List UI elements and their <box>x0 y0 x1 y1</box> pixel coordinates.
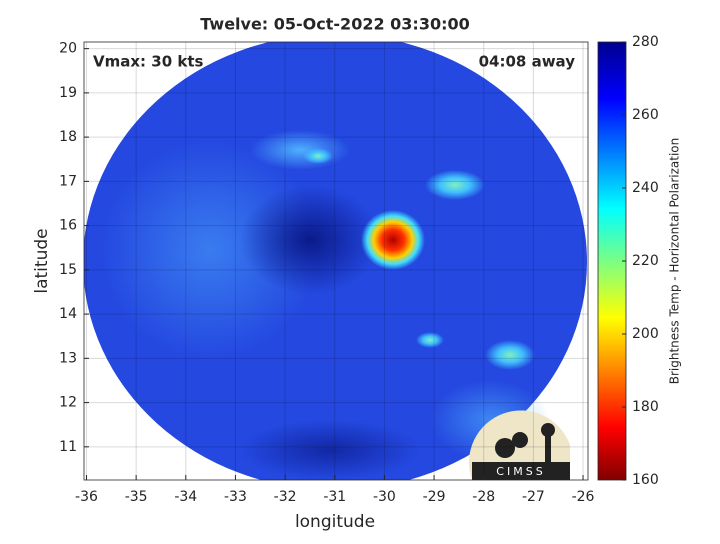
x-tick-label: -30 <box>373 489 396 505</box>
y-tick-label: 15 <box>59 262 77 278</box>
y-tick-label: 18 <box>59 129 77 145</box>
y-tick-label: 19 <box>59 85 77 101</box>
x-tick-label: -32 <box>274 489 297 505</box>
colorbar-tick-label: 200 <box>632 326 659 342</box>
y-tick-label: 14 <box>59 306 77 322</box>
colorbar <box>597 41 627 481</box>
x-tick-label: -34 <box>174 489 197 505</box>
colorbar-label: Brightness Temp - Horizontal Polarizatio… <box>668 138 682 385</box>
x-tick-label: -36 <box>75 489 98 505</box>
x-tick-label: -33 <box>224 489 247 505</box>
y-axis-label: latitude <box>32 228 52 293</box>
y-tick-label: 12 <box>59 395 77 411</box>
y-tick-label: 20 <box>59 41 77 57</box>
logo-text: CIMSS <box>496 465 545 478</box>
y-tick-label: 17 <box>59 173 77 189</box>
colorbar-tick-label: 180 <box>632 399 659 415</box>
x-tick-label: -31 <box>323 489 346 505</box>
x-tick-label: -29 <box>423 489 446 505</box>
annotation: Vmax: 30 kts <box>93 53 203 71</box>
x-tick-label: -35 <box>125 489 148 505</box>
y-tick-label: 13 <box>59 350 77 366</box>
colorbar-tick-label: 260 <box>632 107 659 123</box>
logo: CIMSS <box>468 410 570 480</box>
swath-image <box>84 42 587 480</box>
x-tick-label: -27 <box>522 489 545 505</box>
chart-title: Twelve: 05-Oct-2022 03:30:00 <box>200 15 470 34</box>
annotation: 04:08 away <box>479 53 576 71</box>
plot-frame <box>83 41 589 481</box>
colorbar-tick-label: 220 <box>632 253 659 269</box>
y-tick-label: 16 <box>59 218 77 234</box>
x-axis-label: longitude <box>295 512 375 532</box>
x-tick-label: -26 <box>572 489 595 505</box>
colorbar-tick-label: 240 <box>632 180 659 196</box>
y-tick-label: 11 <box>59 439 77 455</box>
colorbar-tick-label: 280 <box>632 34 659 50</box>
colorbar-tick-label: 160 <box>632 472 659 488</box>
x-tick-label: -28 <box>472 489 495 505</box>
